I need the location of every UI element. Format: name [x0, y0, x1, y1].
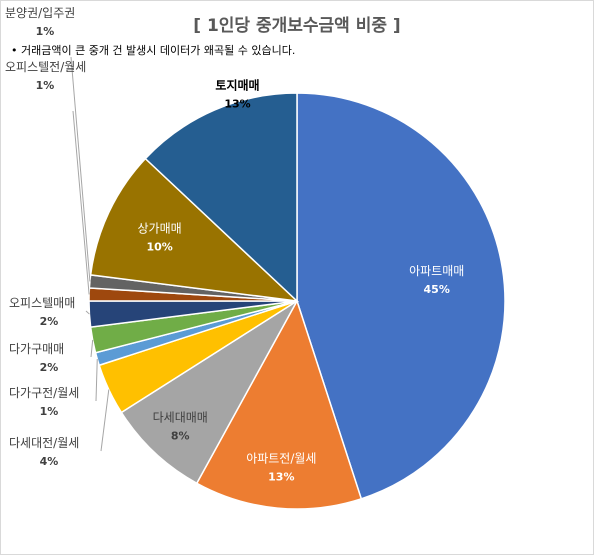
slice-percent-label: 1%: [36, 79, 55, 92]
pie-slice: [195, 299, 363, 510]
slice-percent-label: 8%: [171, 429, 190, 442]
slice-percent-label: 2%: [40, 361, 59, 374]
leader-line: [85, 310, 90, 315]
slice-name-label: 아파트전/월세: [246, 452, 316, 466]
slice-name-label: 다가구전/월세: [9, 386, 79, 400]
slice-percent-label: 4%: [40, 455, 59, 468]
slice-name-label: 오피스텔전/월세: [5, 60, 86, 74]
slice-name-label: 다세대매매: [153, 410, 208, 424]
slice-percent-label: 13%: [268, 471, 294, 484]
slice-percent-label: 13%: [224, 98, 250, 111]
slice-percent-label: 45%: [424, 283, 450, 296]
slice-name-label: 오피스텔매매: [9, 296, 75, 310]
slice-name-label: 토지매매: [215, 78, 259, 93]
chart-title: [ 1인당 중개보수금액 비중 ]: [193, 16, 400, 36]
leader-line: [100, 389, 110, 452]
slice-name-label: 아파트매매: [409, 264, 464, 278]
slice-name-label: 상가매매: [138, 221, 182, 235]
slice-name-label: 다가구매매: [9, 342, 64, 356]
leader-line: [70, 56, 91, 282]
slice-name-label: 분양권/입주권: [5, 6, 75, 20]
leader-lines: [70, 56, 110, 452]
slice-percent-label: 1%: [36, 25, 55, 38]
slice-percent-label: 1%: [40, 405, 59, 418]
slice-percent-label: 2%: [40, 315, 59, 328]
pie-slice: [296, 92, 506, 500]
slice-name-label: 다세대전/월세: [9, 436, 79, 450]
pie-slice: [144, 92, 298, 303]
leader-line: [95, 359, 98, 402]
slices: [88, 92, 506, 510]
leader-line: [72, 110, 90, 295]
data-labels: 아파트매매 45% 아파트전/월세 13% 다세대매매 8% 다세대전/월세 4% 다가구전/월…: [5, 6, 464, 484]
chart-note: • 거래금액이 큰 중개 건 발생시 데이터가 왜곡될 수 있습니다.: [11, 43, 295, 57]
pie-slice: [120, 300, 298, 485]
leader-line: [90, 339, 94, 358]
slice-percent-label: 10%: [146, 240, 172, 253]
pie-slice: [89, 157, 300, 303]
